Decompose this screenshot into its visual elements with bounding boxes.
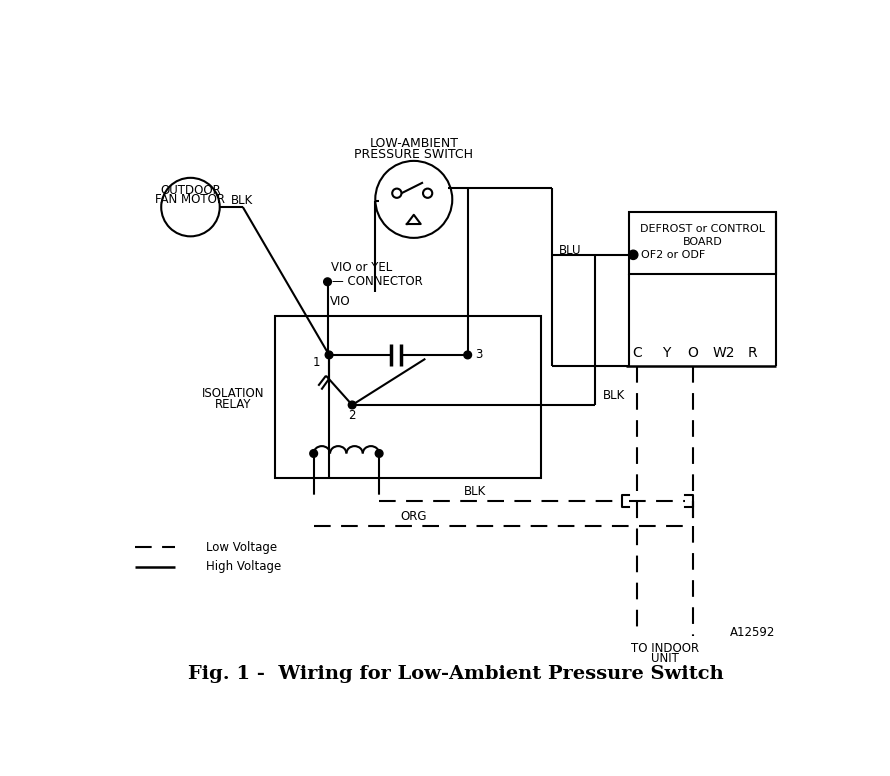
Text: OUTDOOR: OUTDOOR <box>160 184 221 196</box>
Text: BLU: BLU <box>559 244 581 258</box>
Text: — CONNECTOR: — CONNECTOR <box>332 275 423 288</box>
Text: O: O <box>687 345 698 359</box>
Text: BLK: BLK <box>465 486 487 498</box>
Circle shape <box>324 278 331 286</box>
Text: Y: Y <box>662 345 670 359</box>
Circle shape <box>325 351 333 359</box>
Text: FAN MOTOR: FAN MOTOR <box>156 193 225 206</box>
Text: RELAY: RELAY <box>214 398 251 411</box>
Bar <box>275 317 541 478</box>
Text: PRESSURE SWITCH: PRESSURE SWITCH <box>354 148 473 161</box>
Circle shape <box>376 449 383 457</box>
Text: BLK: BLK <box>231 194 253 206</box>
Text: TO INDOOR: TO INDOOR <box>631 642 699 655</box>
Text: 1: 1 <box>312 356 320 369</box>
Text: LOW-AMBIENT: LOW-AMBIENT <box>369 137 458 151</box>
Bar <box>629 213 776 274</box>
Circle shape <box>628 250 638 259</box>
Text: VIO: VIO <box>330 295 351 307</box>
Text: R: R <box>748 345 757 359</box>
Text: Low Voltage: Low Voltage <box>206 541 277 554</box>
Circle shape <box>464 351 472 359</box>
Text: 3: 3 <box>475 348 482 362</box>
Text: Fig. 1 -  Wiring for Low-Ambient Pressure Switch: Fig. 1 - Wiring for Low-Ambient Pressure… <box>189 666 724 684</box>
Circle shape <box>310 449 318 457</box>
Circle shape <box>348 401 356 409</box>
Text: OF2 or ODF: OF2 or ODF <box>641 250 705 260</box>
Text: ISOLATION: ISOLATION <box>201 387 264 400</box>
Text: 2: 2 <box>348 409 356 422</box>
Text: BLK: BLK <box>603 390 625 402</box>
Text: BOARD: BOARD <box>683 237 723 247</box>
Text: ORG: ORG <box>400 510 427 523</box>
Text: DEFROST or CONTROL: DEFROST or CONTROL <box>640 224 765 234</box>
Text: High Voltage: High Voltage <box>206 560 281 573</box>
Text: VIO or YEL: VIO or YEL <box>331 262 392 275</box>
Text: A12592: A12592 <box>730 625 775 639</box>
Text: W2: W2 <box>713 345 735 359</box>
Text: C: C <box>632 345 642 359</box>
Text: UNIT: UNIT <box>651 652 679 665</box>
